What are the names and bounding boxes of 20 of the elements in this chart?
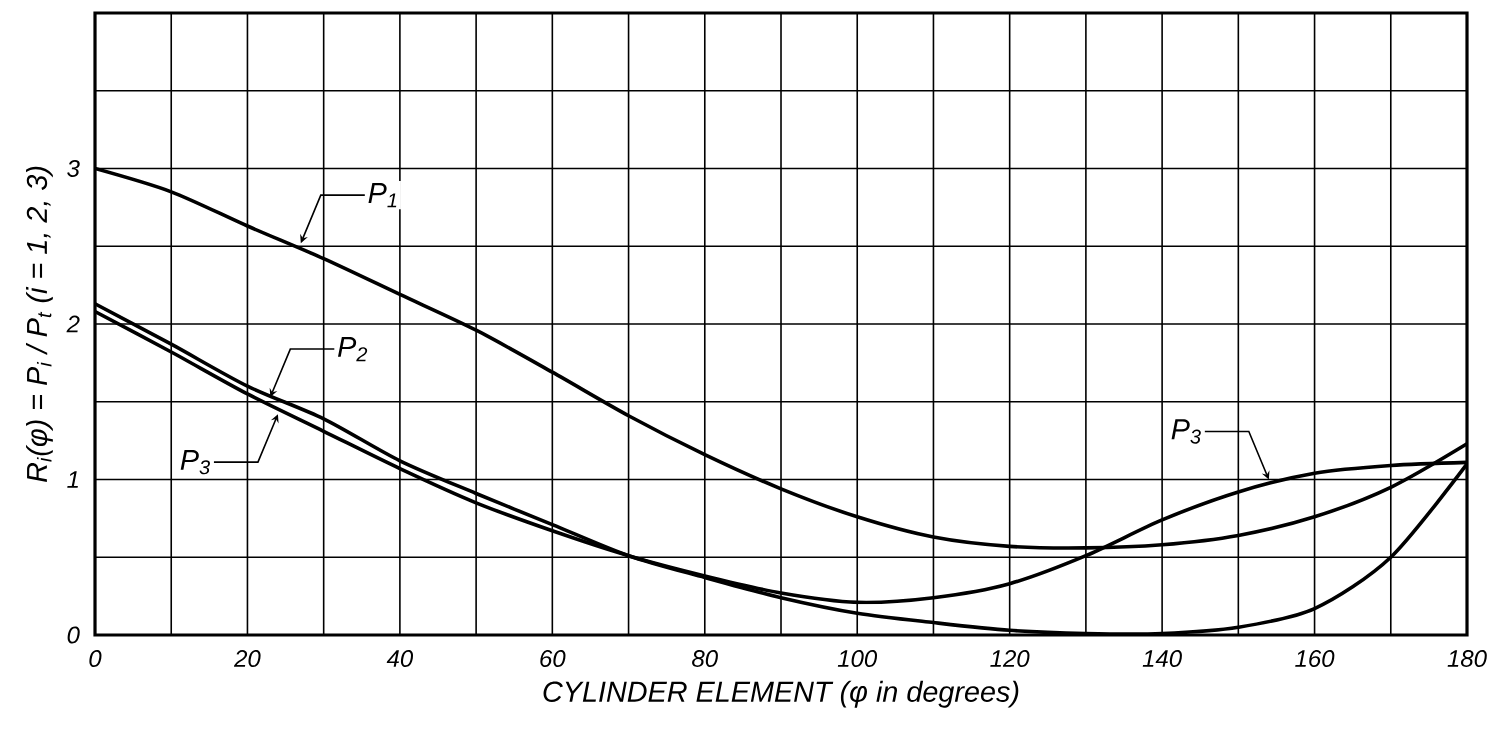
x-tick-label: 80 xyxy=(692,650,718,668)
x-tick-label: 60 xyxy=(540,650,566,668)
x-tick-label: 0 xyxy=(89,650,102,668)
y-tick-label: 1 xyxy=(67,471,78,488)
annotation: P$_{2}$ xyxy=(338,336,368,362)
x-tick-label: 180 xyxy=(1447,650,1487,668)
annotation: P$_{3}$ xyxy=(180,450,210,475)
y-tick-label: 0 xyxy=(67,626,80,644)
y-axis-title: R$_{i}$(φ) = P$_{i}$ / P$_{t}$ (i = 1, 2, 3) xyxy=(26,166,53,483)
x-tick-label: 160 xyxy=(1295,650,1335,668)
x-tick-label: 120 xyxy=(990,650,1030,668)
y-tick-label: 3 xyxy=(67,160,80,177)
x-tick-label: 140 xyxy=(1142,650,1182,668)
x-tick-label: 100 xyxy=(837,650,878,668)
y-tick-label: 2 xyxy=(66,315,80,333)
annotation: P$_{3}$ xyxy=(1171,419,1201,444)
x-axis-title: CYLINDER ELEMENT (φ in degrees) xyxy=(543,680,1019,708)
annotation: P$_{1}$ xyxy=(368,183,397,208)
x-tick-label: 40 xyxy=(386,650,414,668)
x-tick-label: 20 xyxy=(233,650,261,668)
